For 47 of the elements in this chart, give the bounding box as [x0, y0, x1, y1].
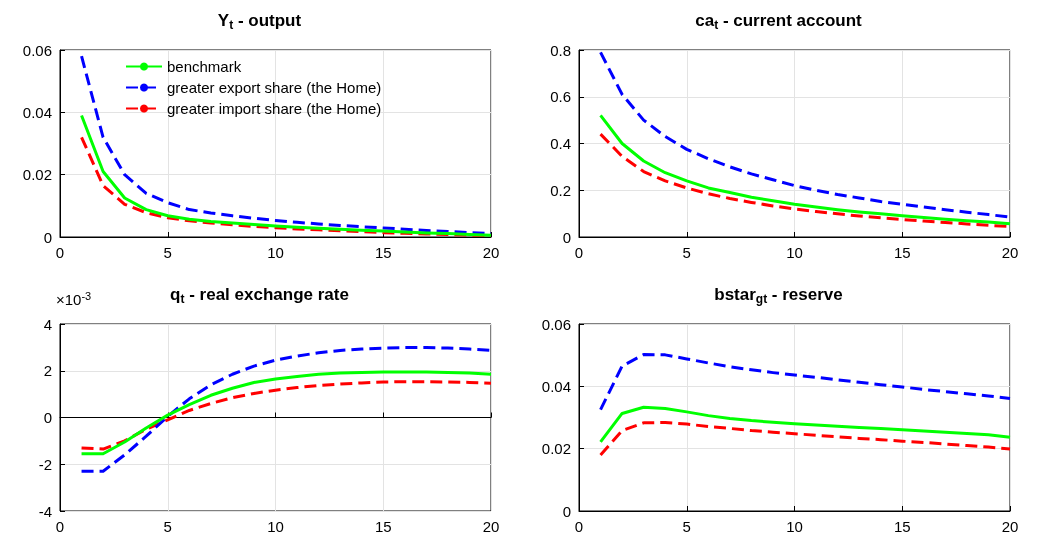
x-tick-label: 10	[267, 517, 284, 535]
x-tick-label: 15	[374, 517, 392, 535]
x-tick-label: 0	[55, 244, 65, 261]
x-tick-label: 20	[482, 244, 500, 261]
legend-label: greater export share (the Home)	[167, 79, 382, 96]
x-tick-label: 10	[267, 244, 284, 261]
line-series	[599, 113, 1012, 226]
y-tick-label: -4	[38, 502, 52, 519]
x-tick-label: 15	[374, 244, 392, 261]
x-tick-label: 20	[1001, 517, 1019, 535]
y-tick-label: -2	[38, 455, 52, 473]
y-tick-label: 4	[43, 315, 52, 332]
x-tick-label: 15	[893, 517, 911, 535]
line-series	[599, 405, 1012, 443]
y-tick-label: 0.4	[550, 135, 571, 152]
y-tick-label: 0.2	[550, 181, 571, 199]
x-tick-label: 5	[163, 244, 172, 261]
y-tick-label: 0	[43, 408, 52, 426]
x-tick-label: 15	[893, 244, 911, 261]
y-tick-label: 0.6	[550, 88, 571, 106]
y-tick-label: 0.06	[541, 315, 571, 332]
x-tick-label: 5	[682, 517, 691, 535]
legend-label: benchmark	[167, 58, 242, 75]
y-tick-label: 0	[562, 502, 571, 519]
y-tick-label: 0.02	[541, 439, 571, 457]
line-series	[599, 352, 1012, 411]
y-tick-label: 0.06	[22, 41, 52, 59]
x-tick-label: 0	[55, 517, 65, 535]
y-tick-label: 0.8	[550, 41, 571, 59]
y-tick-label: 2	[43, 361, 52, 379]
x-tick-label: 0	[574, 244, 584, 261]
legend-label: greater import share (the Home)	[167, 100, 382, 117]
x-tick-label: 0	[574, 517, 584, 535]
y-tick-label: 0	[562, 228, 571, 246]
y-tick-label: 0	[43, 228, 52, 246]
x-tick-label: 5	[163, 517, 172, 535]
x-tick-label: 20	[482, 517, 500, 535]
line-series	[80, 379, 493, 451]
x-tick-label: 5	[682, 244, 691, 261]
y-tick-label: 0.04	[22, 103, 52, 121]
x-tick-label: 20	[1001, 244, 1019, 261]
x-tick-label: 10	[786, 517, 803, 535]
y-tick-label: 0.02	[22, 166, 52, 184]
x-tick-label: 10	[786, 244, 803, 261]
line-series	[80, 369, 493, 455]
y-tick-label: 0.04	[541, 377, 571, 395]
line-series	[599, 420, 1012, 456]
